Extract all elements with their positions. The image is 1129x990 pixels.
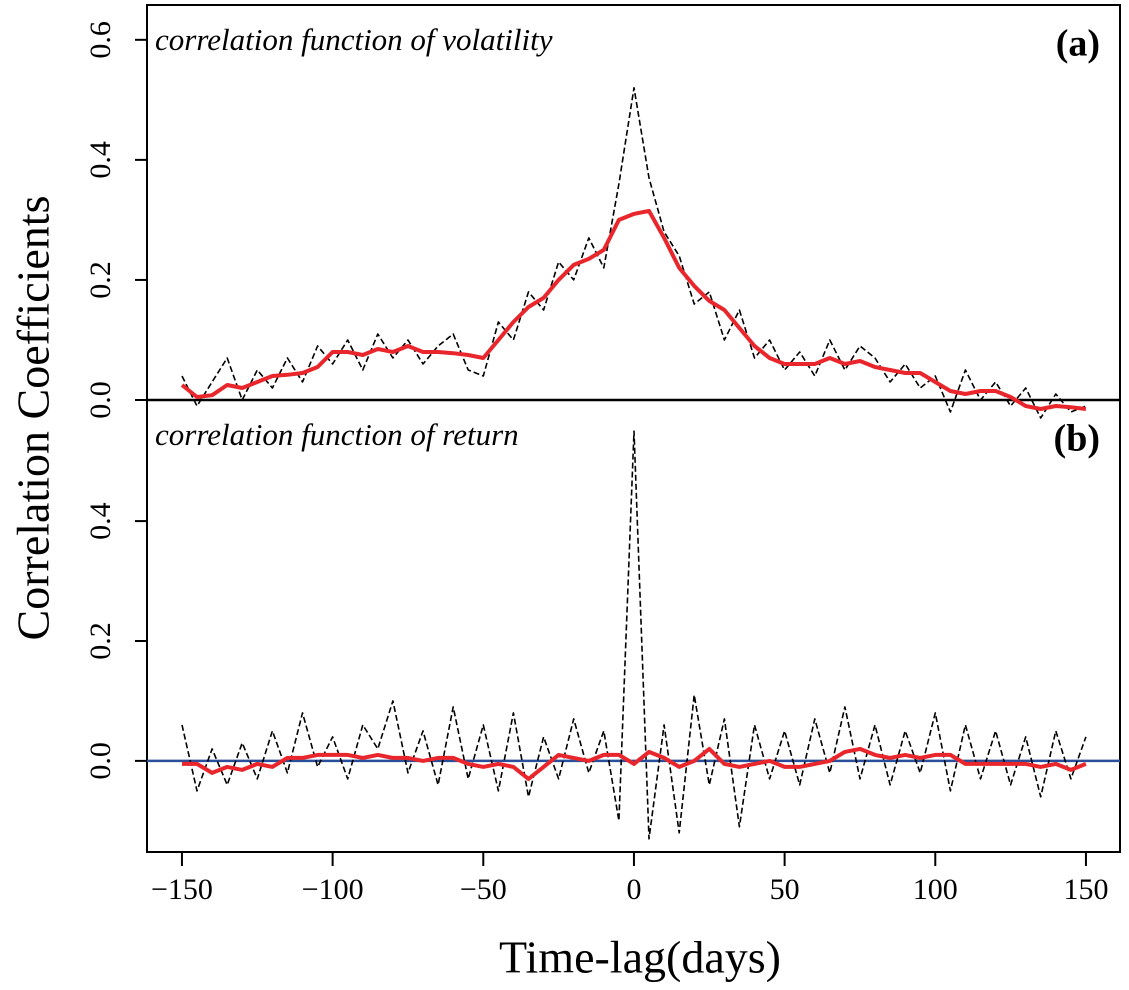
y-tick-label: 0.4 [84,141,117,179]
y-tick-label: 0.2 [84,261,117,299]
smooth-line [182,746,1087,781]
annotation: correlation function of return [155,417,519,452]
dashed-line [181,87,1087,419]
x-tick-label: 50 [770,873,800,906]
x-tick-label: −150 [151,873,213,906]
panel-label: (b) [1054,418,1100,460]
annotation: correlation function of volatility [155,22,553,57]
y-tick-label: 0.2 [84,622,117,660]
x-tick-label: 100 [913,873,958,906]
y-tick-label: 0.6 [84,21,117,59]
x-axis-label: Time-lag(days) [499,932,781,983]
panel-label: (a) [1056,23,1100,65]
smooth-line [180,208,1087,411]
dashed-line [181,430,1087,840]
x-tick-label: 0 [626,873,641,906]
x-tick-label: −100 [302,873,364,906]
x-tick-label: 150 [1063,873,1108,906]
y-tick-label: 0.4 [84,502,117,540]
y-axis-label: Correlation Coefficients [8,196,59,641]
y-tick-label: 0.0 [84,742,117,780]
x-tick-label: −50 [460,873,507,906]
y-tick-label: 0.0 [84,381,117,419]
